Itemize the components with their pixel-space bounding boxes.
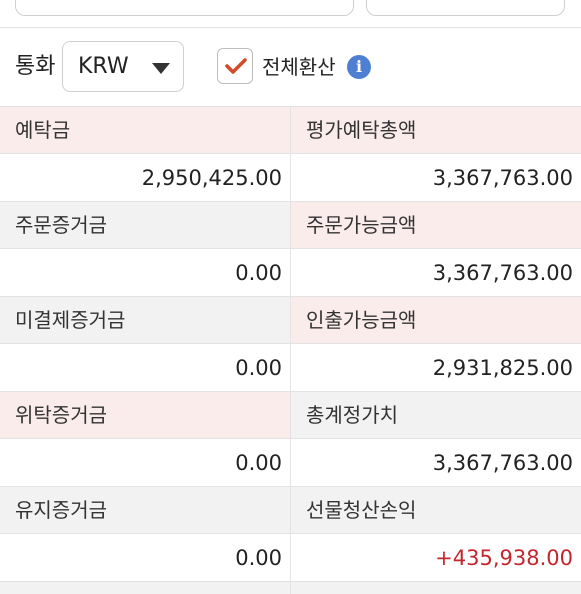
unsettled-margin-label: 미결제증거금 xyxy=(15,308,126,332)
convert-all-checkbox[interactable] xyxy=(217,48,253,84)
label-row: 주문증거금 주문가능금액 xyxy=(0,202,581,249)
value-cell: 0.00 xyxy=(0,344,291,391)
value-row: 2,950,425.00 3,367,763.00 xyxy=(0,154,581,202)
withdrawable-amount-value: 2,931,825.00 xyxy=(432,356,573,380)
total-account-value-value: 3,367,763.00 xyxy=(432,451,573,475)
withdrawable-amount-label: 인출가능금액 xyxy=(306,308,417,332)
consignment-margin-label: 위탁증거금 xyxy=(15,403,107,427)
order-margin-value: 0.00 xyxy=(235,261,282,285)
label-row: 유지증거금 선물청산손익 xyxy=(0,487,581,534)
label-cell: 총계정가치 xyxy=(291,392,581,438)
value-cell: 3,367,763.00 xyxy=(291,439,581,486)
deposit-label: 예탁금 xyxy=(15,118,71,142)
value-cell: 2,950,425.00 xyxy=(0,154,291,201)
value-cell: +435,938.00 xyxy=(291,534,581,581)
futures-settlement-pl-label: 선물청산손익 xyxy=(306,498,417,522)
value-cell: 0.00 xyxy=(0,249,291,296)
maintenance-margin-value: 0.00 xyxy=(235,546,282,570)
total-eval-deposit-value: 3,367,763.00 xyxy=(432,166,573,190)
label-cell: 위탁증거금 xyxy=(0,392,291,438)
label-row: 미결제증거금 인출가능금액 xyxy=(0,297,581,344)
info-icon[interactable]: i xyxy=(347,55,371,79)
convert-all-label[interactable]: 전체환산 xyxy=(262,55,336,79)
value-row: 0.00 +435,938.00 xyxy=(0,534,581,582)
top-strip xyxy=(0,0,581,28)
controls-bar: 통화 KRW 전체환산 i xyxy=(0,28,581,106)
currency-label: 통화 xyxy=(15,54,56,79)
value-row: 0.00 3,367,763.00 xyxy=(0,249,581,297)
maintenance-margin-label: 유지증거금 xyxy=(15,498,107,522)
unsettled-margin-value: 0.00 xyxy=(235,356,282,380)
currency-select[interactable]: KRW xyxy=(62,41,184,92)
label-row-partial xyxy=(0,582,581,594)
value-cell: 3,367,763.00 xyxy=(291,154,581,201)
value-cell: 0.00 xyxy=(0,439,291,486)
label-cell xyxy=(0,582,291,594)
label-cell: 미결제증거금 xyxy=(0,297,291,343)
label-cell: 유지증거금 xyxy=(0,487,291,533)
label-row: 위탁증거금 총계정가치 xyxy=(0,392,581,439)
label-cell: 선물청산손익 xyxy=(291,487,581,533)
value-cell: 0.00 xyxy=(0,534,291,581)
label-cell xyxy=(291,582,581,594)
balance-grid: 예탁금 평가예탁총액 2,950,425.00 3,367,763.00 주문증… xyxy=(0,106,581,594)
label-cell: 예탁금 xyxy=(0,107,291,153)
total-eval-deposit-label: 평가예탁총액 xyxy=(306,118,417,142)
futures-settlement-pl-value: +435,938.00 xyxy=(435,546,573,570)
consignment-margin-value: 0.00 xyxy=(235,451,282,475)
value-cell: 2,931,825.00 xyxy=(291,344,581,391)
label-cell: 인출가능금액 xyxy=(291,297,581,343)
check-icon xyxy=(225,58,247,74)
label-cell: 주문가능금액 xyxy=(291,202,581,248)
value-cell: 3,367,763.00 xyxy=(291,249,581,296)
orderable-amount-value: 3,367,763.00 xyxy=(432,261,573,285)
top-input-field-right[interactable] xyxy=(366,0,565,16)
label-cell: 주문증거금 xyxy=(0,202,291,248)
order-margin-label: 주문증거금 xyxy=(15,213,107,237)
label-row: 예탁금 평가예탁총액 xyxy=(0,107,581,154)
total-account-value-label: 총계정가치 xyxy=(306,403,398,427)
label-cell: 평가예탁총액 xyxy=(291,107,581,153)
value-row: 0.00 3,367,763.00 xyxy=(0,439,581,487)
top-input-field-left[interactable] xyxy=(15,0,354,16)
orderable-amount-label: 주문가능금액 xyxy=(306,213,417,237)
value-row: 0.00 2,931,825.00 xyxy=(0,344,581,392)
caret-down-icon xyxy=(152,63,170,74)
currency-selected-value: KRW xyxy=(78,54,129,79)
deposit-value: 2,950,425.00 xyxy=(141,166,282,190)
